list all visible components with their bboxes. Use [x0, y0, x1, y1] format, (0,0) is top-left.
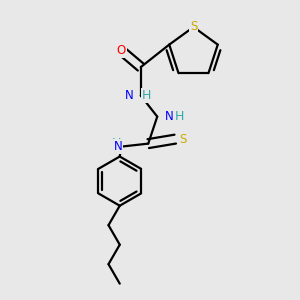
Text: H: H	[175, 110, 184, 123]
Text: S: S	[179, 133, 186, 146]
Text: N: N	[165, 110, 173, 123]
Text: H: H	[112, 137, 122, 150]
Text: N: N	[114, 140, 123, 153]
Text: N: N	[124, 89, 133, 102]
Text: H: H	[142, 89, 152, 102]
Text: O: O	[117, 44, 126, 57]
Text: S: S	[190, 20, 197, 34]
